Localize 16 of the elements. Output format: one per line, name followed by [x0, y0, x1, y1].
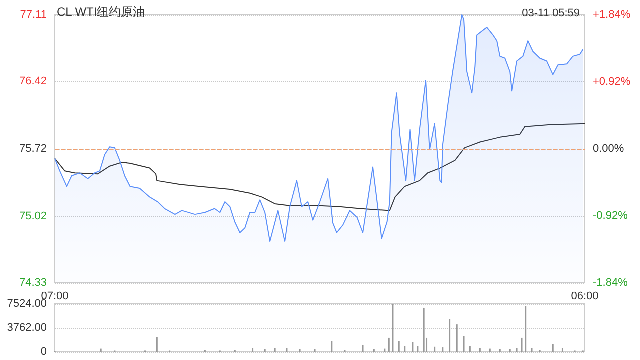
- y-tick-label: 7524.00: [7, 298, 47, 310]
- y-tick-label: 77.11: [20, 9, 47, 21]
- y-tick-label: 0: [40, 346, 47, 358]
- x-tick-label: 06:00: [571, 290, 599, 302]
- y2-tick-label: +0.92%: [593, 76, 631, 88]
- y2-tick-label: -1.84%: [593, 277, 628, 289]
- annotation: 03-11 05:59: [522, 8, 580, 20]
- y-tick-label: 3762.00: [7, 322, 47, 334]
- y-tick-label: 74.33: [19, 277, 47, 289]
- y-tick-label: 75.72: [19, 143, 47, 155]
- chart-title: CL WTI纽约原油: [57, 5, 146, 19]
- y-tick-label: 76.42: [19, 76, 47, 88]
- y2-tick-label: -0.92%: [593, 210, 628, 222]
- y2-tick-label: 0.00%: [593, 143, 624, 155]
- y2-tick-label: +1.84%: [593, 9, 631, 21]
- y-tick-label: 75.02: [19, 210, 47, 222]
